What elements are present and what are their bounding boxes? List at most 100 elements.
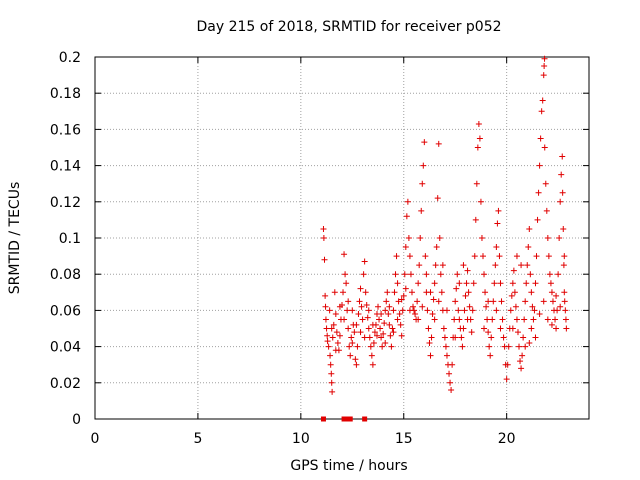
data-point xyxy=(427,352,434,359)
data-point xyxy=(531,307,538,314)
chart-title: Day 215 of 2018, SRMTID for receiver p05… xyxy=(196,19,501,35)
data-point xyxy=(452,334,459,341)
data-point xyxy=(322,303,329,310)
data-point xyxy=(521,316,528,323)
data-point xyxy=(562,316,569,323)
data-point xyxy=(436,235,443,241)
data-point xyxy=(519,352,526,359)
data-point xyxy=(400,292,407,299)
data-point xyxy=(421,139,428,146)
data-point xyxy=(434,195,441,202)
data-point xyxy=(419,180,426,187)
data-point xyxy=(543,207,550,214)
data-point xyxy=(527,271,534,278)
data-point xyxy=(536,311,543,318)
data-point xyxy=(513,253,520,260)
data-point xyxy=(554,307,561,314)
data-point xyxy=(556,235,563,241)
data-point xyxy=(561,289,568,296)
data-point xyxy=(388,343,395,350)
data-point xyxy=(470,280,477,287)
data-point xyxy=(322,316,329,323)
data-point xyxy=(497,325,504,332)
data-point xyxy=(522,343,529,350)
data-point xyxy=(346,343,353,350)
data-point xyxy=(464,267,471,274)
data-point xyxy=(553,325,560,332)
data-point xyxy=(333,329,340,336)
data-point xyxy=(454,271,461,278)
data-point xyxy=(432,262,439,269)
data-point xyxy=(393,253,400,260)
data-point xyxy=(528,289,535,296)
data-point xyxy=(482,289,489,296)
data-point xyxy=(544,235,551,241)
data-point xyxy=(398,332,405,339)
data-point xyxy=(472,216,479,223)
data-point xyxy=(535,189,542,196)
data-point xyxy=(329,334,336,341)
data-point xyxy=(500,334,507,341)
y-tick-label: 0.06 xyxy=(50,303,81,319)
data-point xyxy=(386,303,393,310)
data-point xyxy=(463,280,470,287)
data-point xyxy=(422,253,429,260)
tick-layer: 0 0.02 0.04 0.06 0.08 0.1 0.12 0.14 0.16 0.18 0.2 0… xyxy=(50,50,589,447)
data-point xyxy=(360,271,367,278)
data-point xyxy=(405,235,412,241)
data-point xyxy=(322,292,329,299)
data-point xyxy=(327,361,334,368)
data-point xyxy=(429,311,436,318)
data-point xyxy=(331,289,338,296)
data-point xyxy=(479,253,486,260)
data-point xyxy=(505,343,512,350)
data-point xyxy=(328,370,335,377)
data-point xyxy=(516,343,523,350)
data-point xyxy=(493,307,500,314)
data-point xyxy=(353,321,360,328)
data-point xyxy=(461,307,468,314)
data-point xyxy=(430,296,437,303)
data-point xyxy=(404,198,411,205)
data-point xyxy=(552,316,559,323)
data-point xyxy=(323,325,330,332)
data-point xyxy=(538,108,545,115)
data-point xyxy=(475,120,482,127)
y-tick-label: 0.18 xyxy=(50,86,81,102)
data-point xyxy=(544,316,551,323)
data-point xyxy=(431,280,438,287)
data-point xyxy=(525,244,532,251)
data-point xyxy=(448,387,455,394)
data-point xyxy=(560,225,567,232)
data-point xyxy=(394,316,401,323)
y-tick-label: 0.16 xyxy=(50,122,81,138)
data-point xyxy=(523,280,530,287)
data-point xyxy=(534,216,541,223)
data-point xyxy=(478,235,485,241)
data-point xyxy=(511,289,518,296)
data-point xyxy=(369,361,376,368)
data-point xyxy=(358,303,365,310)
data-point xyxy=(355,311,362,318)
data-point xyxy=(423,271,430,278)
data-point xyxy=(326,307,333,314)
data-point xyxy=(336,332,343,339)
data-point xyxy=(474,144,481,151)
data-point xyxy=(370,339,377,346)
data-point xyxy=(487,352,494,359)
data-point xyxy=(366,334,373,341)
data-point xyxy=(428,334,435,341)
data-point xyxy=(344,307,351,314)
data-point xyxy=(354,343,361,350)
data-point xyxy=(424,307,431,314)
data-point xyxy=(320,235,327,241)
data-point xyxy=(394,280,401,287)
data-point xyxy=(378,311,385,318)
data-point xyxy=(513,316,520,323)
data-point xyxy=(443,307,450,314)
data-point xyxy=(392,271,399,278)
data-point xyxy=(439,262,446,269)
data-point xyxy=(381,320,388,327)
data-point xyxy=(528,325,535,332)
x-tick-label: 15 xyxy=(395,431,413,447)
